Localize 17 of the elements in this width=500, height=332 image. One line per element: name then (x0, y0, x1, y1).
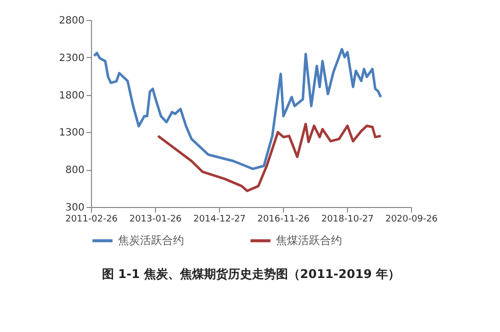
y-tick-label: 1800 (59, 90, 84, 102)
y-tick-label: 800 (65, 165, 84, 176)
legend-label: 焦煤活跃合约 (276, 234, 342, 247)
y-tick-label: 300 (65, 202, 84, 214)
x-tick-label: 2013-01-26 (129, 214, 182, 224)
line-series (92, 48, 382, 170)
y-tick-label: 2300 (59, 52, 84, 64)
text: 图 1-1 焦炭、焦煤期货历史走势图（2011-2019 年） (102, 267, 400, 281)
y-tick-label: 2800 (59, 16, 84, 26)
line-series (156, 122, 382, 192)
x-tick-label: 2018-10-27 (321, 214, 374, 224)
x-tick-label: 2014-12-27 (193, 214, 246, 224)
x-tick-label: 2020-09-26 (385, 214, 438, 224)
x-tick-label: 2011-02-26 (65, 214, 118, 224)
y-tick-label: 1300 (59, 128, 84, 139)
x-tick-label: 2016-11-26 (257, 214, 310, 224)
legend-label: 焦炭活跃合约 (118, 234, 184, 247)
